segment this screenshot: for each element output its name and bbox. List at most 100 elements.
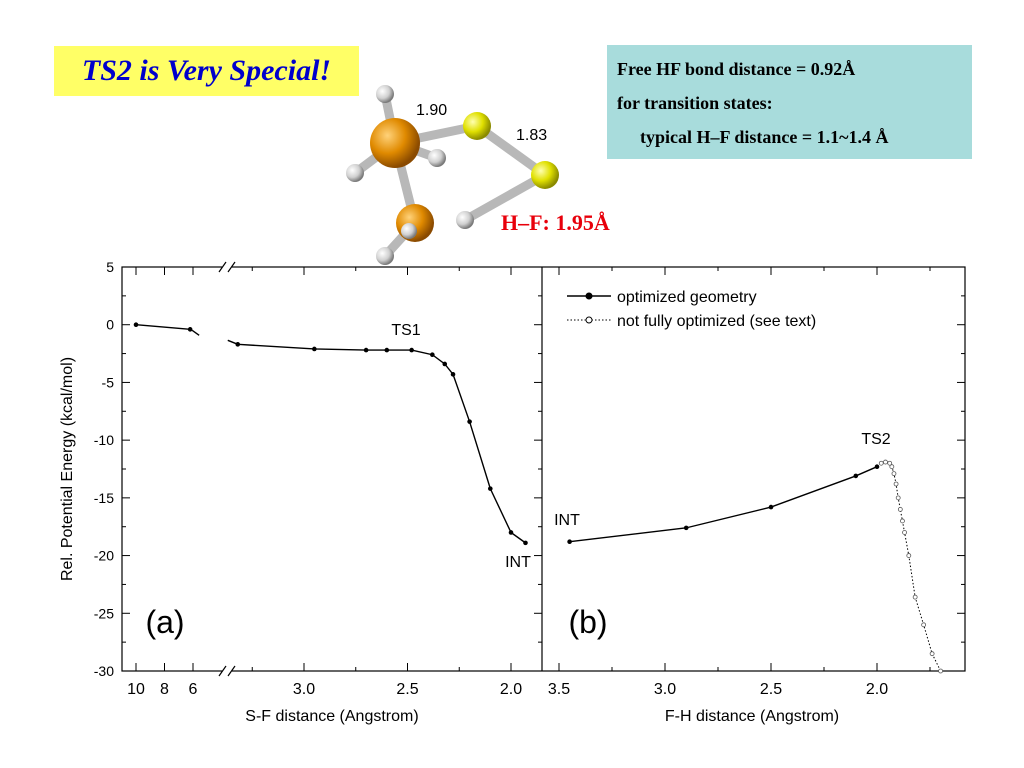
data-point: [312, 346, 317, 352]
data-point-not-optimized: [938, 668, 943, 674]
x-tick-label: 6: [189, 681, 198, 698]
y-tick-label: 0: [106, 317, 114, 333]
x-tick-label: 8: [160, 681, 169, 698]
slide-title: TS2 is Very Special!: [81, 54, 332, 87]
annotation-int-b: INT: [554, 512, 580, 529]
info-line-2: for transition states:: [617, 93, 773, 113]
x-tick-label: 2.5: [396, 681, 418, 698]
x-axis-title-a: S-F distance (Angstrom): [245, 708, 418, 725]
data-point-optimized: [567, 539, 572, 545]
data-point-not-optimized: [902, 530, 907, 535]
data-point: [384, 347, 390, 353]
data-point: [430, 352, 435, 358]
data-point: [409, 347, 414, 353]
series-line-optimized: [569, 466, 878, 543]
info-line-3: typical H–F distance = 1.1~1.4 Å: [640, 127, 889, 147]
y-tick-label: -25: [94, 605, 114, 621]
data-point: [523, 540, 528, 546]
panel-a-axes: 5 0 -5 -10 -15 -20 -25 -30 10 8 6 3.0 2.5 2.0: [94, 259, 542, 698]
data-point-optimized: [683, 525, 689, 531]
y-tick-label: -30: [94, 663, 114, 679]
legend-marker-optimized: [585, 292, 593, 300]
data-point-not-optimized: [891, 471, 897, 477]
annotation-ts1: TS1: [391, 322, 420, 339]
data-point-optimized: [874, 464, 880, 469]
y-axis-title: Rel. Potential Energy (kcal/mol): [59, 357, 76, 581]
axis-break-gap: [222, 668, 232, 674]
x-tick-label: 10: [127, 681, 145, 698]
yellow-atom: [463, 112, 491, 140]
data-point: [488, 486, 493, 491]
y-tick-label: -10: [94, 432, 114, 448]
y-tick-label: 5: [106, 259, 114, 275]
legend-label-not-optimized: not fully optimized (see text): [617, 313, 816, 330]
molecule-diagram: 1.90 1.83 H–F: 1.95Å: [346, 85, 610, 265]
data-point-not-optimized: [878, 460, 884, 466]
hf-distance-label: H–F: 1.95Å: [501, 210, 610, 235]
annotation-ts2: TS2: [861, 431, 890, 448]
info-line-1: Free HF bond distance = 0.92Å: [617, 59, 856, 79]
x-tick-label: 3.0: [293, 681, 315, 698]
axis-break-gap: [222, 264, 232, 270]
legend-label-optimized: optimized geometry: [617, 289, 757, 306]
hydrogen-atom: [346, 164, 364, 182]
hydrogen-atom: [401, 223, 417, 239]
data-point: [442, 361, 448, 367]
hydrogen-atom: [376, 85, 394, 103]
legend-marker-not-optimized: [585, 316, 593, 324]
data-point-not-optimized: [897, 506, 903, 512]
data-point-optimized: [853, 473, 859, 479]
data-point-not-optimized: [906, 553, 912, 558]
x-tick-label: 2.0: [500, 681, 522, 698]
info-box: Free HF bond distance = 0.92Å for transi…: [607, 45, 972, 159]
x-tick-label: 3.5: [548, 681, 570, 698]
series-break-connector: [191, 329, 200, 336]
data-point: [508, 530, 514, 535]
x-tick-label: 2.5: [760, 681, 782, 698]
panel-label-b: (b): [568, 604, 607, 640]
chart-frame: [121, 261, 966, 677]
data-point-not-optimized: [895, 495, 901, 501]
data-point-not-optimized: [889, 464, 895, 470]
data-point-not-optimized: [883, 459, 888, 465]
bond-label-2: 1.83: [516, 127, 547, 144]
data-point-not-optimized: [929, 651, 935, 657]
x-tick-label: 2.0: [866, 681, 888, 698]
axis-break-mark: [227, 665, 236, 677]
title-box: TS2 is Very Special!: [54, 46, 359, 96]
panel-a-series: [133, 322, 528, 546]
data-point-not-optimized: [887, 460, 893, 466]
data-point: [467, 419, 472, 424]
data-point: [363, 347, 369, 353]
data-point-not-optimized: [900, 518, 905, 524]
data-point-not-optimized: [893, 481, 899, 487]
series-line-far: [135, 324, 191, 331]
data-point: [235, 342, 241, 347]
data-point-optimized: [768, 504, 774, 510]
data-point-not-optimized: [921, 622, 927, 628]
panel-b-series: [567, 459, 943, 674]
series-line-not-optimized: [876, 461, 942, 672]
series-line-near: [237, 343, 526, 544]
data-point: [450, 372, 456, 377]
yellow-atom: [531, 161, 559, 189]
y-tick-label: -15: [94, 490, 114, 506]
panel-b-axes: 3.5 3.0 2.5 2.0: [548, 266, 965, 698]
axis-break-mark: [218, 261, 227, 273]
hydrogen-atom: [428, 149, 446, 167]
legend: optimized geometry not fully optimized (s…: [567, 289, 816, 330]
y-tick-label: -5: [102, 374, 115, 390]
data-point: [133, 322, 139, 328]
panel-label-a: (a): [145, 604, 184, 640]
orange-atom-large: [370, 118, 420, 168]
x-axis-title-b: F-H distance (Angstrom): [665, 708, 839, 725]
chart-labels: S-F distance (Angstrom) F-H distance (Ang…: [59, 322, 891, 725]
annotation-int-a: INT: [505, 554, 531, 571]
plot-border: [121, 266, 966, 672]
axis-break-mark: [218, 665, 227, 677]
hydrogen-atom: [456, 211, 474, 229]
y-tick-label: -20: [94, 548, 114, 564]
data-point-not-optimized: [912, 594, 918, 600]
axis-break-mark: [227, 261, 236, 273]
